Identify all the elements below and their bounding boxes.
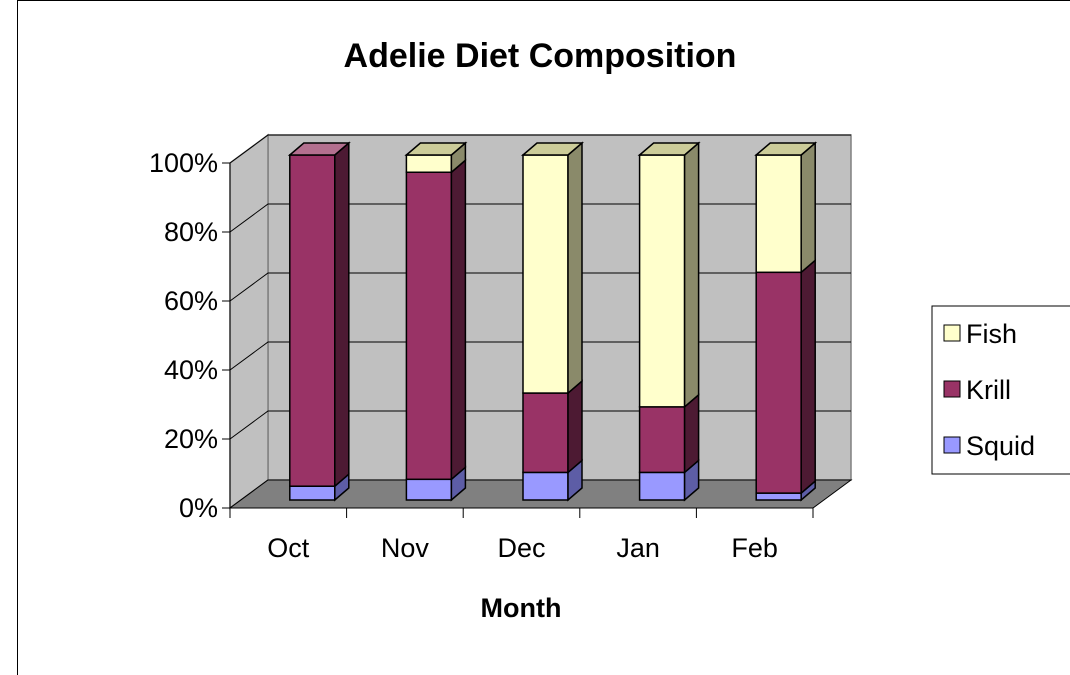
gridline xyxy=(229,134,851,164)
bar-segment xyxy=(522,154,569,394)
bar-segment xyxy=(638,471,686,501)
bar-top xyxy=(287,142,351,156)
x-tick-label: Feb xyxy=(731,533,778,563)
bar-segment xyxy=(405,171,453,481)
bar-segment xyxy=(755,492,802,501)
bar-segment xyxy=(522,471,569,501)
bar-segment xyxy=(289,485,336,501)
bar-segment-side xyxy=(334,141,350,488)
y-tick-label: 40% xyxy=(164,355,218,385)
bar-segment-side xyxy=(683,393,700,475)
x-tick-label: Dec xyxy=(497,533,545,563)
bar-top xyxy=(754,142,818,156)
legend-swatch xyxy=(943,380,961,398)
bar-segment-side xyxy=(450,158,467,481)
legend-label: Krill xyxy=(966,375,1011,405)
bar-segment xyxy=(755,271,802,494)
legend-swatch xyxy=(943,324,961,342)
bar-segment xyxy=(405,154,453,173)
y-tick-label: 20% xyxy=(164,424,218,454)
legend-label: Squid xyxy=(966,431,1035,461)
bar-segment-side xyxy=(800,258,816,495)
bar-segment xyxy=(405,478,453,501)
bar-segment-side xyxy=(567,379,583,475)
bar-segment xyxy=(638,154,686,408)
plot-area: 0% 20% 40% 60% 80% 100% Oct Nov Dec Jan Feb xyxy=(149,133,853,563)
y-tick-label: 0% xyxy=(179,493,218,523)
x-tick-label: Jan xyxy=(616,533,660,563)
side-wall xyxy=(229,133,269,510)
bar-segment-side xyxy=(683,141,700,409)
bar-segment-side xyxy=(800,141,816,274)
bar-top xyxy=(520,142,585,156)
legend: Fish Krill Squid xyxy=(931,305,1070,475)
y-tick-label: 80% xyxy=(164,217,218,247)
bar-segment-side xyxy=(567,141,583,395)
x-axis-label: Month xyxy=(481,593,562,623)
bar-top xyxy=(637,142,701,156)
x-tick-label: Nov xyxy=(381,533,430,563)
bar-segment xyxy=(289,154,336,487)
y-tick-label: 60% xyxy=(164,286,218,316)
bar-top xyxy=(404,142,468,156)
x-tick-label: Oct xyxy=(267,533,310,563)
bar-segment xyxy=(638,406,686,474)
chart-title: Adelie Diet Composition xyxy=(344,37,737,75)
bar-segment xyxy=(755,154,802,274)
bar-segment xyxy=(522,392,569,474)
y-tick-label: 100% xyxy=(149,148,218,178)
legend-swatch xyxy=(943,436,961,454)
legend-label: Fish xyxy=(966,319,1017,349)
